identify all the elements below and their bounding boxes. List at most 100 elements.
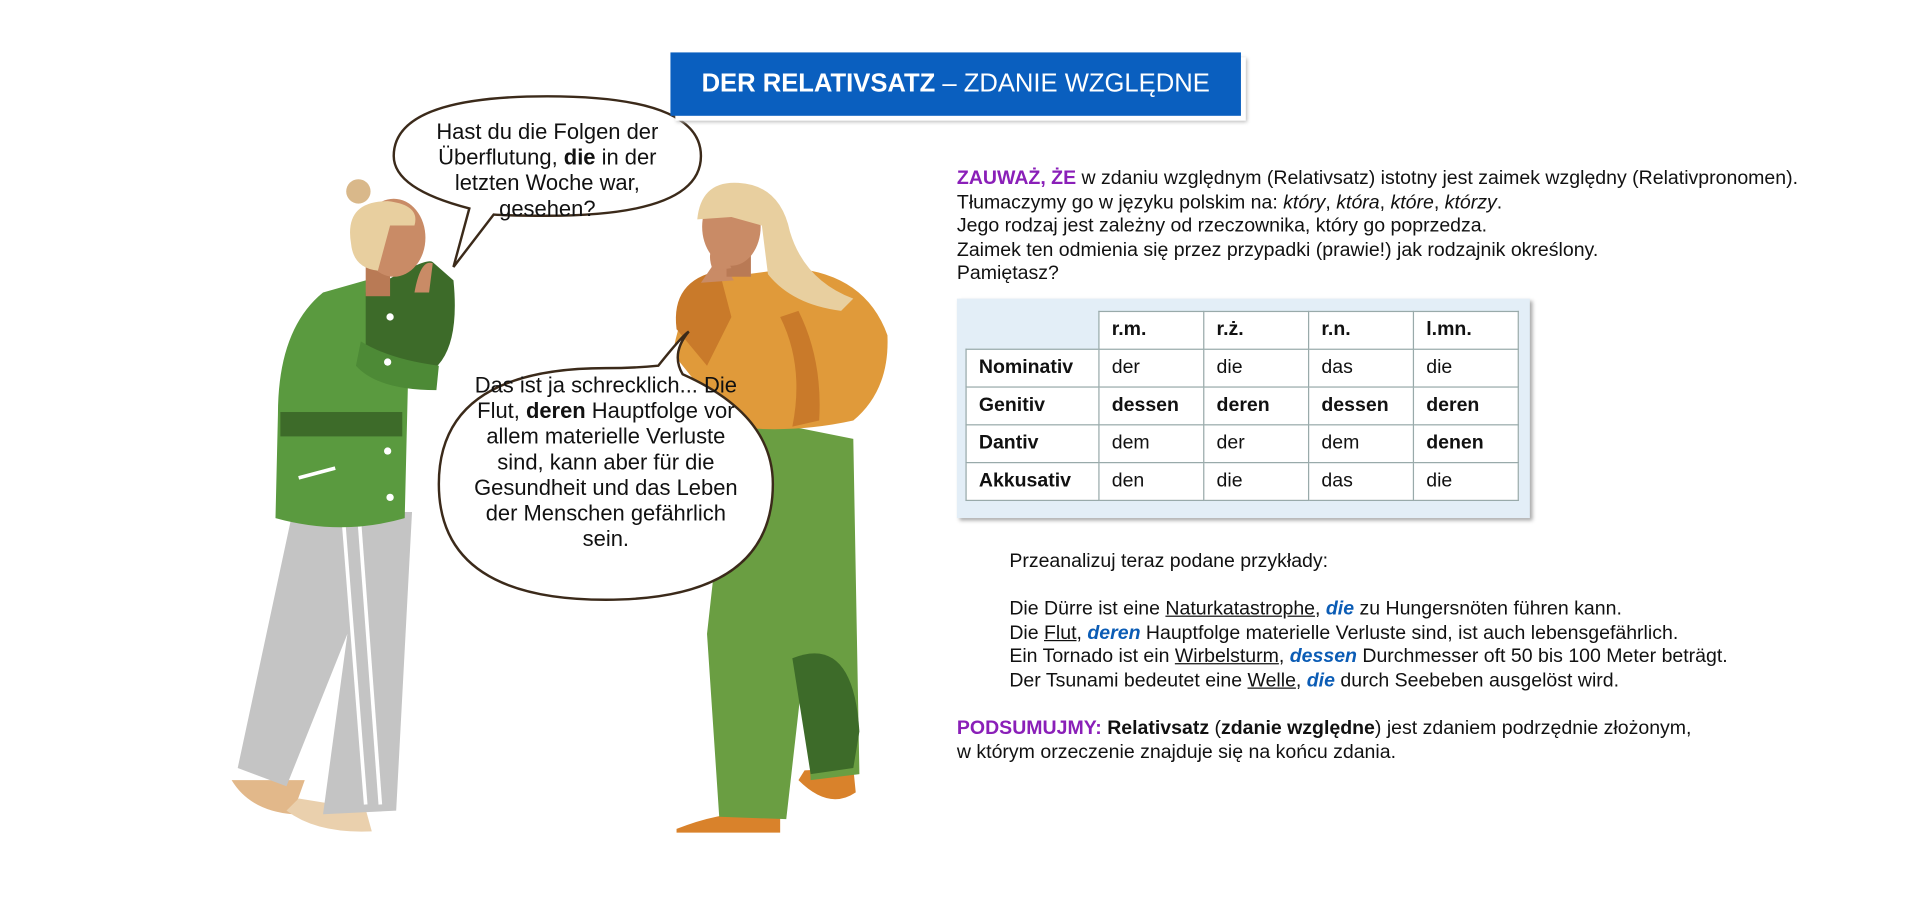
table-cell: das [1307,348,1415,388]
text-run: którzy [1444,192,1497,213]
text-run: , [1325,192,1337,213]
table-cell: dessen [1307,386,1415,426]
text-line: PODSUMUJMY: Relativsatz (zdanie względne… [957,717,1692,741]
text-run: die [1306,670,1335,692]
text-run: zdanie względne [1221,717,1375,739]
examples-intro: Przeanalizuj teraz podane przykłady: [1009,550,1329,572]
text-run: , [1076,622,1088,644]
text-run: deren [1087,622,1141,644]
table-cell: die [1203,462,1310,502]
text-run: Die [1009,622,1045,644]
text-run: – ZDANIE WZGLĘDNE [935,69,1210,98]
speech-bubble-text: Das ist ja schrecklich... Die Flut, dere… [461,373,751,552]
table-cell: die [1203,348,1310,388]
text-line: Der Tsunami bedeutet eine Welle, die dur… [1009,669,1727,693]
text-run: które [1390,192,1434,213]
text-line: ZAUWAŻ, ŻE w zdaniu względnym (Relativsa… [957,167,1798,191]
text-run: w którym orzeczenie znajduje się na końc… [956,741,1396,763]
text-run: deren [525,398,586,423]
text-run: ( [1209,717,1222,739]
case-name: Genitiv [965,386,1100,426]
speech-bubble-shape [392,95,703,268]
table-cell: die [1412,462,1519,502]
text-run: Zaimek ten odmienia się przez przypadki … [956,239,1599,261]
text-line: Pamiętasz? [957,263,1798,287]
table-row: Genitiv dessen deren dessen deren [965,386,1519,426]
table-cell: den [1098,462,1205,502]
text-run: Wirbelsturm [1174,646,1279,668]
summary: PODSUMUJMY: Relativsatz (zdanie względne… [957,717,1692,765]
column-header: l.mn. [1412,310,1519,350]
text-run: Hauptfolge vor allem materielle Verluste… [474,398,744,551]
speech-bubble-text: Hast du die Folgen der Überflutung, die … [414,119,680,221]
text-run: Flut [1044,622,1077,644]
title-banner: DER RELATIVSATZ – ZDANIE WZGLĘDNE [670,52,1241,116]
title: DER RELATIVSATZ – ZDANIE WZGLĘDNE [702,69,1210,98]
text-run: , [1278,646,1290,668]
text-run: ) jest zdaniem podrzędnie złożonym, [1374,717,1692,739]
text-run: który [1283,192,1326,213]
text-run: Hauptfolge materielle Verluste sind, ist… [1140,622,1679,644]
text-run: PODSUMUJMY: [956,717,1102,739]
text-run: Tłumaczymy go w języku polskim na: [956,192,1284,213]
text-run: , [1315,598,1326,620]
case-name: Akkusativ [965,462,1100,502]
examples: Przeanalizuj teraz podane przykłady: Die… [1009,550,1727,693]
text-run: Hast du die Folgen der Überflutung, [436,119,665,170]
text-run: Durchmesser oft 50 bis 100 Meter beträgt… [1356,646,1728,668]
text-line: Tłumaczymy go w języku polskim na: który… [957,191,1798,215]
text-run: DER RELATIVSATZ [701,69,936,98]
text-run: Welle [1247,670,1296,692]
text-run: Ein Tornado ist ein [1009,646,1175,668]
table-cell: deren [1203,386,1310,426]
text-run: Naturkatastrophe [1165,598,1316,620]
text-run: w zdaniu względnym (Relativsatz) istotny… [1076,168,1799,189]
text-run: zu Hungersnöten führen kann. [1354,598,1622,620]
text-run: która [1336,192,1380,213]
text-run: die [1325,598,1355,620]
text-line: Die Flut, deren Hauptfolge materielle Ve… [1009,621,1727,645]
table-cell: denen [1412,424,1519,464]
table-panel: r.m. r.ż. r.n. l.mn. Nominativ der die das die Ge… [956,298,1530,519]
table-cell: der [1203,424,1310,464]
woman-right [672,182,888,833]
text-run: ZAUWAŻ, ŻE [956,168,1077,189]
table-cell: dem [1098,424,1205,464]
text-line: w którym orzeczenie znajduje się na końc… [957,741,1692,765]
text-run: die [563,145,596,170]
text-line: Ein Tornado ist ein Wirbelsturm, dessen … [1009,645,1727,669]
table-row: Dantiv dem der dem denen [965,424,1519,464]
column-header: r.n. [1307,310,1415,350]
text-run: , [1295,670,1307,692]
text-run: Der Tsunami bedeutet eine [1009,670,1248,692]
table-cell: der [1098,348,1205,388]
text-run: Das ist ja schrecklich... Die Flut, [474,373,744,423]
table-cell: dessen [1098,386,1205,426]
case-name: Dantiv [965,424,1100,464]
table-row: Akkusativ den die das die [965,462,1519,502]
text-run: in der letzten Woche war, gesehen? [454,145,663,221]
text-run: Die Dürre ist eine [1009,598,1166,620]
speech-bubble-shape [437,330,775,601]
text-run: . [1496,192,1503,213]
table-cell: die [1412,348,1519,388]
text-line: Zaimek ten odmienia się przez przypadki … [957,239,1798,263]
note: ZAUWAŻ, ŻE w zdaniu względnym (Relativsa… [957,167,1798,286]
woman-left [231,179,455,832]
text-run: Jego rodzaj jest zależny od rzeczownika,… [956,215,1488,237]
table-cell: das [1307,462,1415,502]
table-cell: dem [1307,424,1415,464]
column-header: r.m. [1098,310,1205,350]
text-run: , [1433,192,1445,213]
table-row: Nominativ der die das die [965,348,1519,388]
text-run: Pamiętasz? [956,263,1059,285]
text-run: Relativsatz [1107,717,1210,739]
table-cell: deren [1412,386,1519,426]
table-corner [966,311,1099,349]
text-run: , [1379,192,1391,213]
declension-table: r.m. r.ż. r.n. l.mn. Nominativ der die das die Ge… [965,310,1519,502]
